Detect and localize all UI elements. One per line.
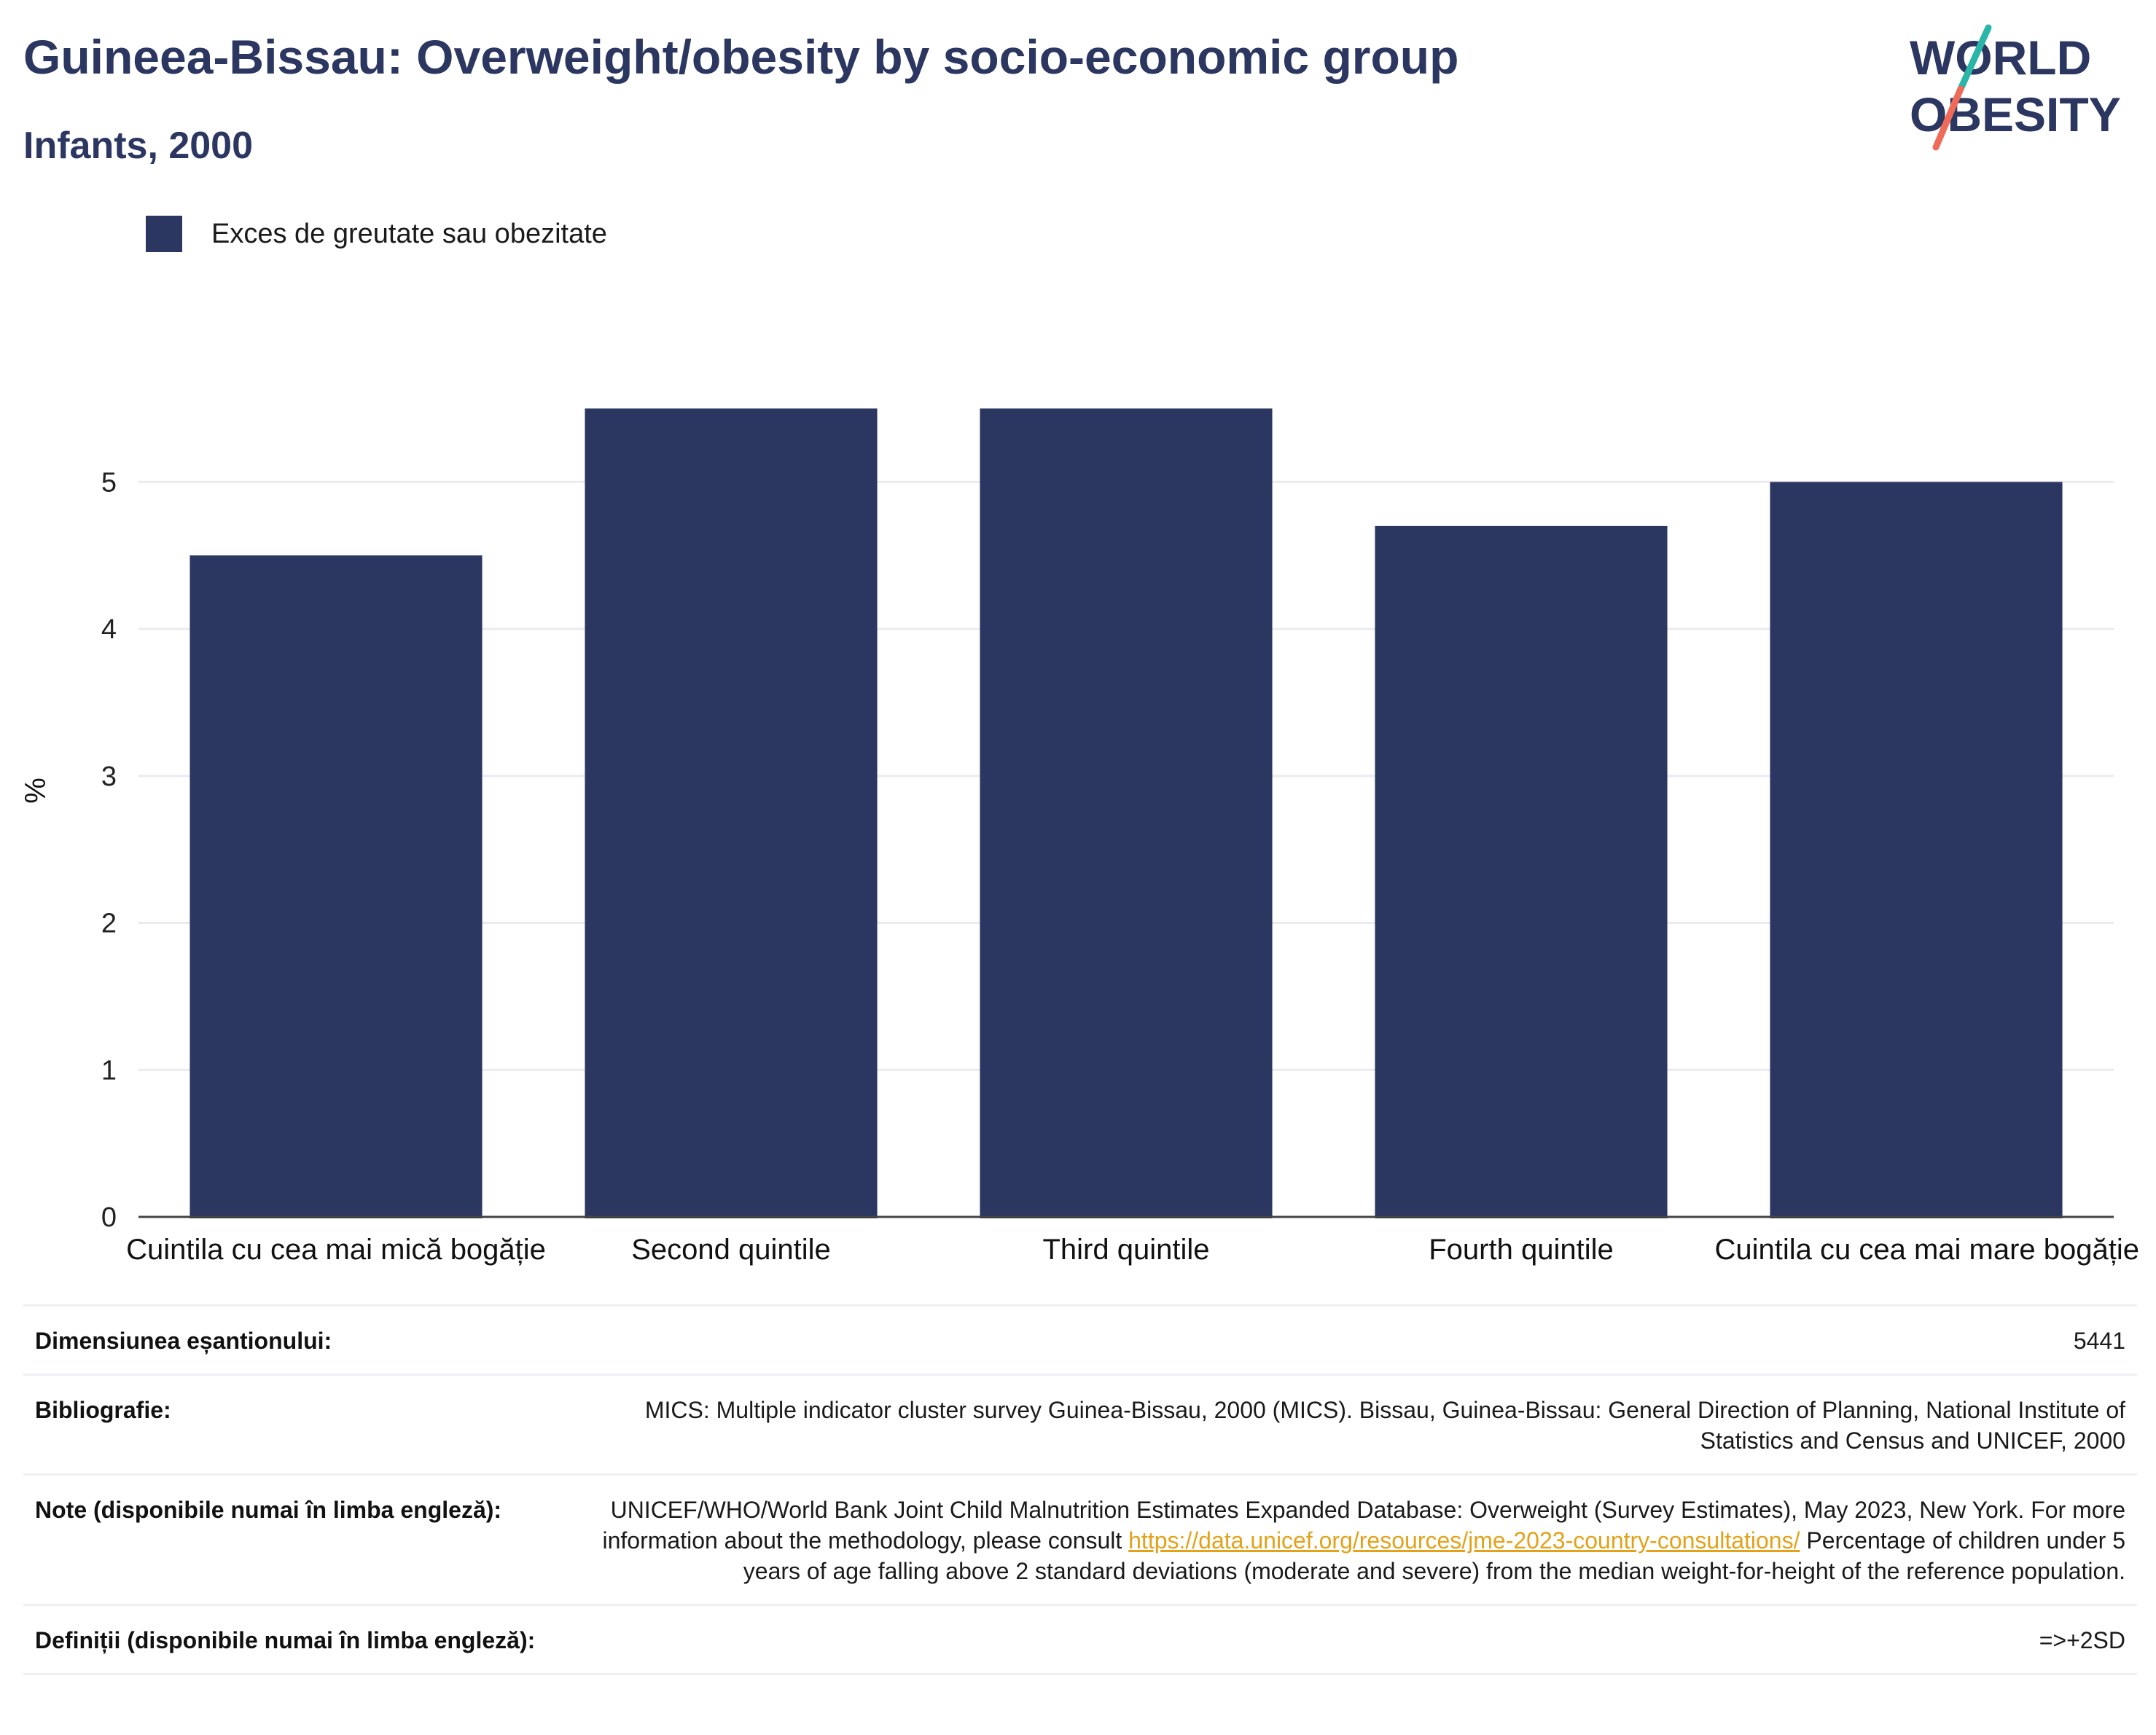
notes-text-before: UNICEF/WHO/World Bank Joint Child Malnut…	[602, 1497, 2125, 1554]
notes-text-after: Percentage of children under 5 years of …	[743, 1527, 2125, 1584]
bars	[190, 408, 2063, 1218]
y-tick-labels: 0 1 2 3 4 5	[101, 467, 117, 1233]
y-tick-label: 1	[101, 1055, 117, 1086]
info-row-bibliography: Bibliografie: MICS: Multiple indicator c…	[23, 1374, 2137, 1473]
info-row-notes: Note (disponibile numai în limba engleză…	[23, 1473, 2137, 1604]
bar[interactable]	[585, 408, 878, 1218]
legend-swatch	[146, 216, 182, 252]
bar[interactable]	[980, 408, 1273, 1218]
x-tick-labels: Cuintila cu cea mai mică bogăție Second q…	[126, 1234, 2139, 1266]
chart-subtitle: Infants, 2000	[23, 125, 254, 167]
legend[interactable]: Exces de greutate sau obezitate	[146, 216, 607, 252]
info-label: Bibliografie:	[35, 1397, 171, 1423]
info-label: Dimensiunea eșantionului:	[35, 1328, 332, 1354]
y-tick-label: 5	[101, 467, 117, 498]
logo-line1: WORLD	[1910, 31, 2091, 85]
info-label: Definiții (disponibile numai în limba en…	[35, 1627, 536, 1653]
info-row-definitions: Definiții (disponibile numai în limba en…	[23, 1604, 2137, 1675]
x-tick-label: Cuintila cu cea mai mare bogăție	[1714, 1234, 2139, 1266]
x-tick-label: Third quintile	[1042, 1234, 1209, 1266]
x-tick-label: Second quintile	[631, 1234, 831, 1266]
world-obesity-logo: WORLD OBESITY	[1910, 24, 2121, 151]
info-value: 5441	[2073, 1328, 2125, 1354]
bar-chart: 0 1 2 3 4 5 Cuintila cu cea mai mică bogăție S…	[20, 408, 2139, 1266]
logo-slash-teal	[1957, 24, 1992, 93]
x-tick-label: Cuintila cu cea mai mică bogăție	[126, 1234, 546, 1266]
x-tick-label: Fourth quintile	[1429, 1234, 1613, 1266]
logo-slash-coral	[1932, 85, 1964, 151]
info-value: UNICEF/WHO/World Bank Joint Child Malnut…	[545, 1495, 2125, 1586]
info-value: MICS: Multiple indicator cluster survey …	[644, 1397, 2125, 1454]
bar[interactable]	[1375, 525, 1668, 1218]
info-value: =>+2SD	[2039, 1627, 2125, 1653]
y-tick-label: 3	[101, 761, 117, 792]
y-tick-label: 0	[101, 1202, 117, 1233]
info-table: Dimensiunea eșantionului: 5441 Bibliogra…	[23, 1304, 2137, 1675]
bar[interactable]	[1770, 482, 2063, 1218]
info-row-sample-size: Dimensiunea eșantionului: 5441	[23, 1304, 2137, 1374]
chart-title: Guineea-Bissau: Overweight/obesity by so…	[23, 30, 1459, 84]
y-tick-label: 2	[101, 909, 117, 939]
legend-label: Exces de greutate sau obezitate	[211, 218, 607, 249]
info-label: Note (disponibile numai în limba engleză…	[35, 1497, 502, 1523]
y-axis-label: %	[20, 778, 52, 804]
bar[interactable]	[190, 555, 483, 1218]
methodology-link[interactable]: https://data.unicef.org/resources/jme-20…	[1128, 1527, 1800, 1554]
y-tick-label: 4	[101, 614, 117, 645]
